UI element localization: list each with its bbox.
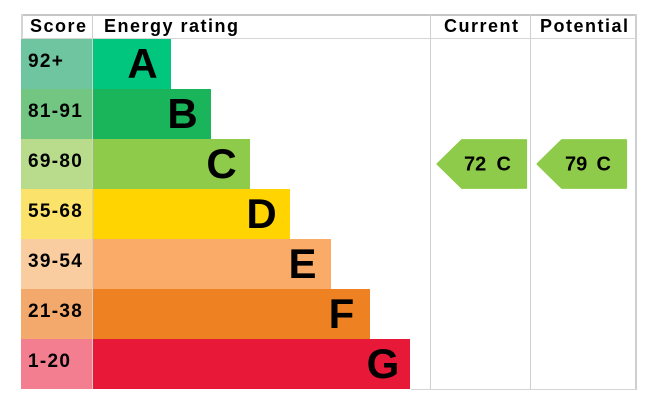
svg-text:C: C <box>497 154 511 176</box>
svg-text:C: C <box>597 154 611 176</box>
svg-text:79: 79 <box>565 154 587 176</box>
svg-text:72: 72 <box>464 154 486 176</box>
